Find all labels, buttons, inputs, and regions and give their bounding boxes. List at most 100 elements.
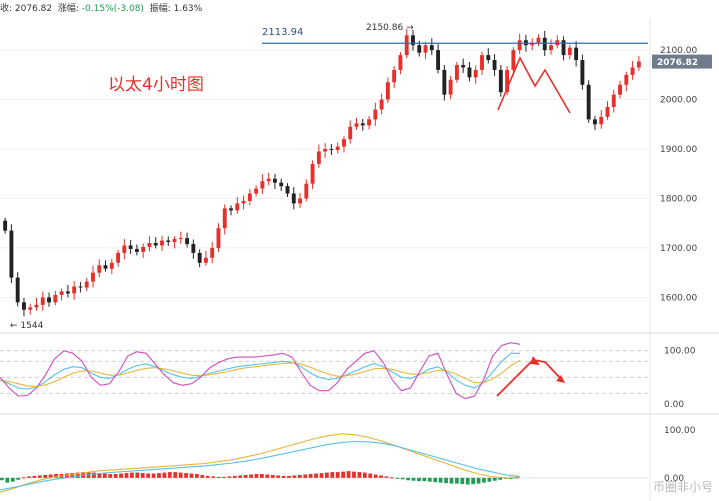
macd-bar — [70, 473, 75, 478]
candle-body — [222, 208, 227, 229]
candle-body — [298, 198, 302, 204]
macd-bar — [260, 474, 264, 478]
candle-body — [636, 61, 641, 68]
y-tick-label: 2000.00 — [660, 96, 697, 106]
candle-body — [241, 200, 246, 204]
macd-bar — [227, 476, 232, 478]
high-label: 2150.86 → — [366, 23, 414, 33]
candle-body — [348, 126, 353, 140]
y-tick-label: 1900.00 — [660, 145, 697, 155]
candle-body — [53, 294, 58, 303]
macd-bar — [352, 471, 356, 478]
macd-bar — [276, 475, 281, 478]
candle-body — [172, 239, 177, 243]
candle-body — [153, 242, 158, 246]
macd-bar — [281, 475, 286, 478]
candle-body — [473, 69, 478, 78]
macd-bar — [97, 473, 102, 478]
candle-body — [254, 188, 259, 194]
macd-bar — [514, 477, 519, 479]
macd-bar — [427, 477, 432, 482]
macd-bar — [368, 473, 373, 478]
candle-body — [411, 35, 415, 46]
macd-bar — [297, 474, 302, 478]
kdj-tick-label: 100.00 — [664, 347, 696, 357]
amplitude-label: 振幅 — [149, 4, 168, 14]
macd-line-dif — [0, 433, 521, 493]
macd-bar — [113, 474, 118, 478]
candle-body — [84, 281, 89, 288]
resistance-label: 2113.94 — [262, 27, 303, 38]
candle-body — [323, 149, 328, 152]
candle-body — [549, 45, 553, 51]
close-label: 收 — [0, 4, 10, 14]
macd-bar — [341, 471, 346, 478]
macd-bar — [487, 477, 492, 482]
candle-body — [310, 163, 315, 184]
candle-body — [78, 286, 83, 288]
candle-body — [247, 193, 252, 201]
macd-bar — [395, 477, 400, 479]
macd-bar — [151, 473, 156, 478]
macd-bar — [243, 474, 248, 478]
candle-body — [141, 246, 146, 252]
macd-bar — [75, 472, 80, 478]
macd-bar — [362, 472, 367, 478]
macd-bar — [184, 473, 188, 478]
candle-body — [9, 230, 14, 278]
candle-body — [517, 40, 522, 51]
macd-bar — [465, 477, 470, 485]
candle-body — [128, 245, 133, 249]
amplitude-value: 1.63% — [173, 4, 203, 14]
candle-body — [28, 307, 33, 310]
candle-body — [624, 74, 629, 85]
macd-bar — [400, 477, 405, 480]
chart-annotation-title: 以太4小时图 — [108, 75, 204, 95]
macd-bar — [379, 475, 383, 478]
macd-bar — [135, 472, 140, 478]
y-tick-label: 1600.00 — [660, 293, 697, 303]
macd-bar — [422, 477, 427, 482]
macd-bar — [346, 471, 351, 478]
macd-bar — [417, 477, 421, 482]
candle-body — [91, 272, 95, 282]
candle-body — [379, 99, 384, 110]
macd-bar — [471, 477, 476, 485]
candle-body — [3, 220, 8, 231]
candle-body — [279, 182, 284, 187]
candle-body — [103, 265, 108, 269]
macd-bar — [482, 477, 486, 483]
macd-bar — [325, 472, 329, 478]
macd-bar — [92, 472, 96, 478]
candle-body — [97, 265, 102, 273]
macd-line-dea — [0, 440, 521, 491]
y-tick-label: 2100.00 — [660, 46, 697, 56]
macd-bar — [357, 472, 362, 478]
kdj-arrow-head — [556, 375, 565, 383]
macd-bar — [438, 477, 443, 483]
candle-body — [285, 186, 290, 194]
candle-body — [454, 64, 459, 80]
macd-bar — [162, 472, 167, 478]
macd-bar — [119, 473, 123, 478]
macd-bar — [287, 475, 291, 478]
macd-bar — [200, 474, 205, 478]
macd-bar — [157, 473, 161, 478]
macd-bar — [222, 476, 226, 478]
macd-bar — [509, 477, 513, 479]
macd-tick-label: 0.00 — [664, 474, 684, 484]
candle-body — [392, 69, 397, 83]
macd-bar — [232, 475, 237, 478]
macd-bar — [460, 477, 465, 485]
candle-body — [216, 228, 221, 248]
macd-bar — [102, 473, 107, 478]
macd-bar — [406, 477, 411, 481]
chart-header: 收: 2076.82 涨幅: -0.15%(-3.08) 振幅: 1.63% — [0, 4, 203, 14]
candle-body — [480, 55, 484, 70]
candle-body — [398, 55, 403, 70]
macd-bar — [492, 477, 497, 481]
macd-bar — [21, 477, 26, 479]
macd-bar — [5, 477, 10, 483]
candle-body — [235, 203, 240, 211]
